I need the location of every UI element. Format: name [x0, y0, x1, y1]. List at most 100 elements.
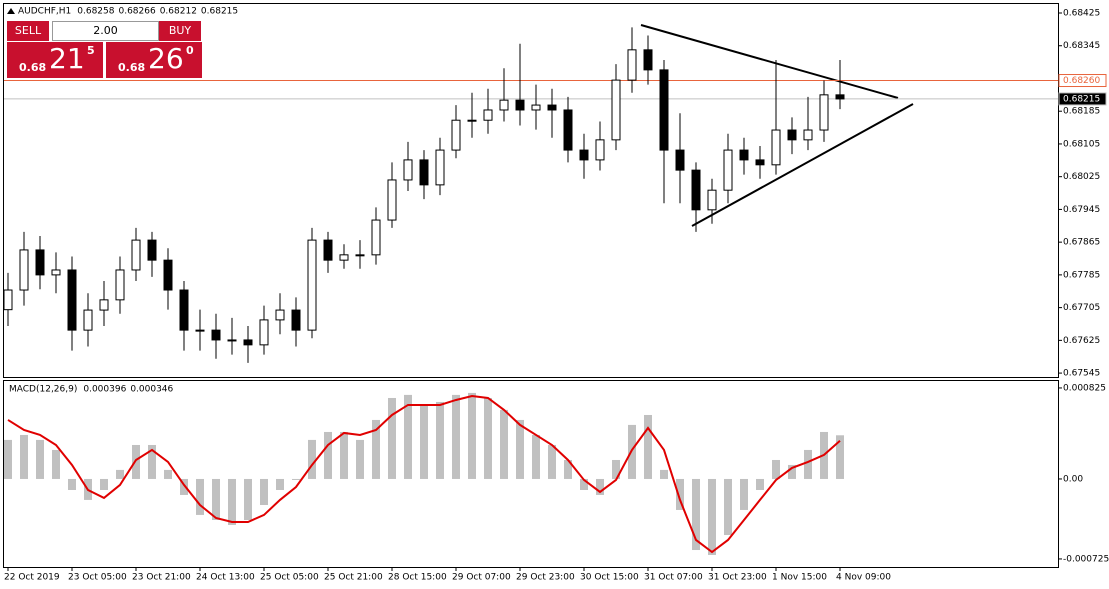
macd-bar	[836, 435, 844, 479]
candle-body	[339, 254, 349, 261]
macd-bar	[196, 478, 204, 515]
bid-fraction: 5	[87, 44, 95, 57]
candle-body	[147, 239, 157, 261]
macd-bar	[612, 459, 620, 479]
candle-body	[99, 299, 109, 311]
lot-size[interactable]: 2.00	[52, 21, 159, 41]
macd-bar	[676, 478, 684, 510]
candle-body	[451, 119, 461, 151]
x-tick-label: 24 Oct 13:00	[196, 573, 255, 583]
buy-button[interactable]: BUY	[159, 21, 201, 41]
y-tick-label: 0.67625	[1063, 336, 1100, 346]
macd-bar	[740, 478, 748, 510]
candle-body	[547, 104, 557, 111]
macd-bar	[516, 419, 524, 479]
price-label: 0.68260	[1063, 76, 1100, 86]
macd-bar	[692, 478, 700, 551]
x-tick-label: 30 Oct 15:00	[580, 573, 639, 583]
macd-bar	[308, 439, 316, 479]
macd-bar	[276, 478, 284, 490]
y-tick-label: 0.000825	[1063, 383, 1106, 393]
macd-bar	[644, 414, 652, 479]
candle-body	[675, 149, 685, 171]
x-tick-label: 29 Oct 07:00	[452, 573, 511, 583]
candle-body	[531, 104, 541, 111]
candle-body	[467, 119, 477, 122]
x-tick-label: 25 Oct 21:00	[324, 573, 383, 583]
ask-pips: 26	[148, 42, 184, 75]
header-value: 0.68215	[201, 7, 238, 17]
ask-fraction: 0	[186, 44, 194, 57]
x-tick-label: 23 Oct 05:00	[68, 573, 127, 583]
macd-bar	[724, 478, 732, 536]
macd-bar	[260, 478, 268, 505]
candle-body	[483, 109, 493, 121]
candle-body	[611, 79, 621, 141]
macd-bar	[132, 444, 140, 479]
x-tick-label: 1 Nov 15:00	[772, 573, 827, 583]
x-tick-label: 29 Oct 23:00	[516, 573, 575, 583]
candle-body	[707, 189, 717, 211]
trend-line-lower[interactable]	[691, 103, 914, 227]
candle-body	[195, 329, 205, 332]
candle-body	[179, 289, 189, 331]
candle-body	[739, 149, 749, 161]
candle-body	[51, 269, 61, 276]
macd-bar	[36, 439, 44, 479]
x-tick-label: 28 Oct 15:00	[388, 573, 447, 583]
candle-body	[163, 259, 173, 291]
candle-body	[435, 149, 445, 186]
sell-button[interactable]: SELL	[7, 21, 49, 41]
ask-quote[interactable]: 0.68 26 0	[106, 42, 202, 78]
macd-bar	[148, 444, 156, 479]
candle-body	[259, 319, 269, 346]
candle-body	[787, 129, 797, 141]
bid-quote[interactable]: 0.68 21 5	[7, 42, 103, 78]
price-label-box	[1058, 74, 1107, 88]
candle-body	[19, 249, 29, 291]
ask-big: 0.68	[118, 61, 146, 74]
collapse-icon[interactable]	[7, 8, 15, 14]
candle-body	[643, 49, 653, 71]
y-tick-label: 0.67545	[1063, 369, 1100, 379]
candle-body	[387, 179, 397, 221]
candle-body	[275, 309, 285, 321]
macd-bar	[788, 464, 796, 479]
macd-frame	[3, 380, 1059, 568]
x-tick-label: 4 Nov 09:00	[836, 573, 891, 583]
candle-body	[291, 309, 301, 331]
one-click-trading: SELL 2.00 BUY 0.68 21 5 0.68 26 0	[7, 21, 202, 78]
candle-body	[659, 69, 669, 151]
candle-body	[627, 49, 637, 81]
x-tick-label: 22 Oct 2019	[4, 573, 60, 583]
trend-line-upper[interactable]	[640, 24, 899, 99]
macd-bar	[212, 478, 220, 521]
candle-body	[803, 129, 813, 141]
y-tick-label: 0.68105	[1063, 139, 1100, 149]
candle-body	[835, 94, 845, 100]
header-value: 0.000346	[130, 385, 173, 395]
header-value: 0.68212	[160, 7, 197, 17]
candle-body	[579, 149, 589, 161]
candle-body	[243, 339, 253, 346]
macd-bar	[436, 401, 444, 479]
candle-body	[67, 269, 77, 331]
panel-title: AUDCHF,H1	[18, 7, 71, 17]
macd-bar	[180, 478, 188, 495]
macd-bar	[164, 469, 172, 479]
x-tick-label: 31 Oct 23:00	[708, 573, 767, 583]
macd-bar	[468, 392, 476, 479]
macd-bar	[564, 459, 572, 479]
candle-body	[563, 109, 573, 151]
macd-bar	[756, 478, 764, 490]
macd-bar	[292, 478, 300, 480]
signal-line	[7, 394, 841, 554]
candle-body	[771, 129, 781, 166]
macd-bar	[404, 394, 412, 479]
macd-bar	[452, 394, 460, 479]
y-tick-label: 0.67705	[1063, 303, 1100, 313]
macd-bar	[20, 434, 28, 479]
header-value: 0.68266	[118, 7, 155, 17]
y-tick-label: 0.67785	[1063, 270, 1100, 280]
